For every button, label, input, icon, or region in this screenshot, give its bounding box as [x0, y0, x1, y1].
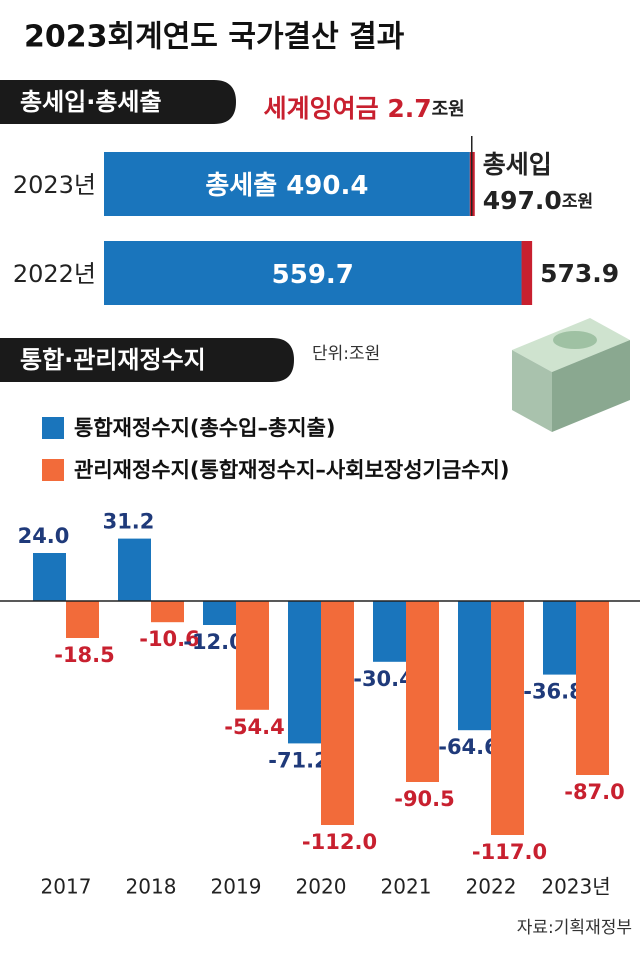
x-tick-label: 2023년	[541, 875, 610, 899]
money-illustration	[512, 318, 630, 432]
bar	[491, 601, 524, 835]
x-tick-label: 2018	[126, 875, 177, 899]
value-label: -87.0	[564, 780, 625, 804]
bar	[236, 601, 269, 710]
section-title: 통합·관리재정수지	[20, 346, 206, 374]
bar	[33, 553, 66, 601]
value-label: -54.4	[224, 715, 285, 739]
bar	[406, 601, 439, 782]
main-title: 2023회계연도 국가결산 결과	[24, 20, 405, 55]
x-tick-label: 2021	[381, 875, 432, 899]
source: 자료:기획재정부	[517, 918, 632, 938]
value-label: -64.6	[438, 735, 499, 759]
revenue-label: 497.0조원	[483, 186, 593, 215]
series-name: 총세입	[483, 150, 552, 179]
bar-label: 559.7	[272, 260, 354, 290]
bar	[288, 601, 321, 744]
value-label: -71.2	[268, 748, 329, 772]
series-name: 총세출	[205, 171, 277, 201]
section-badge	[0, 80, 236, 124]
bar	[576, 601, 609, 775]
legend-label: 통합재정수지(총수입–총지출)	[74, 416, 336, 440]
value-label: -18.5	[54, 643, 115, 667]
revenue-gap	[521, 241, 533, 305]
annotation: 세계잉여금 2.7조원	[264, 94, 465, 123]
x-tick-label: 2022	[466, 875, 517, 899]
legend-swatch	[42, 459, 64, 481]
section-title: 총세입·총세출	[20, 88, 162, 116]
x-tick-label: 2017	[41, 875, 92, 899]
value-label: -12.0	[183, 630, 244, 654]
value-label: 559.7	[272, 260, 354, 290]
bar	[321, 601, 354, 825]
value-label: -30.4	[353, 667, 414, 691]
value-label: -117.0	[472, 840, 547, 864]
annotation-label: 세계잉여금	[264, 94, 379, 123]
bar	[104, 152, 470, 216]
value-label: -36.8	[523, 680, 584, 704]
bar-label: 총세출 490.4	[205, 171, 368, 201]
value-label: -10.6	[139, 627, 200, 651]
bar	[458, 601, 491, 731]
legend-label: 관리재정수지(통합재정수지–사회보장성기금수지)	[74, 458, 509, 482]
revenue-label: 573.9	[540, 259, 619, 288]
annotation-unit: 조원	[432, 99, 465, 120]
category-label: 2023년	[13, 171, 96, 199]
category-label: 2022년	[13, 260, 96, 288]
value-label: -90.5	[394, 787, 455, 811]
value-label: -112.0	[302, 830, 377, 854]
legend-swatch	[42, 417, 64, 439]
unit: 조원	[562, 192, 593, 212]
bar	[104, 241, 522, 305]
unit-label: 단위:조원	[312, 344, 380, 364]
bar	[151, 601, 184, 623]
bar	[203, 601, 236, 625]
x-tick-label: 2019	[211, 875, 262, 899]
value-label: 490.4	[286, 171, 368, 201]
value-label: 31.2	[103, 510, 155, 534]
value-label: 497.0	[483, 186, 562, 215]
bar	[118, 538, 151, 601]
bar	[543, 601, 576, 675]
bar	[373, 601, 406, 662]
bar	[66, 601, 99, 638]
value-label: 24.0	[18, 524, 70, 548]
section-badge	[0, 338, 294, 382]
x-tick-label: 2020	[296, 875, 347, 899]
annotation-value: 2.7	[387, 94, 431, 123]
